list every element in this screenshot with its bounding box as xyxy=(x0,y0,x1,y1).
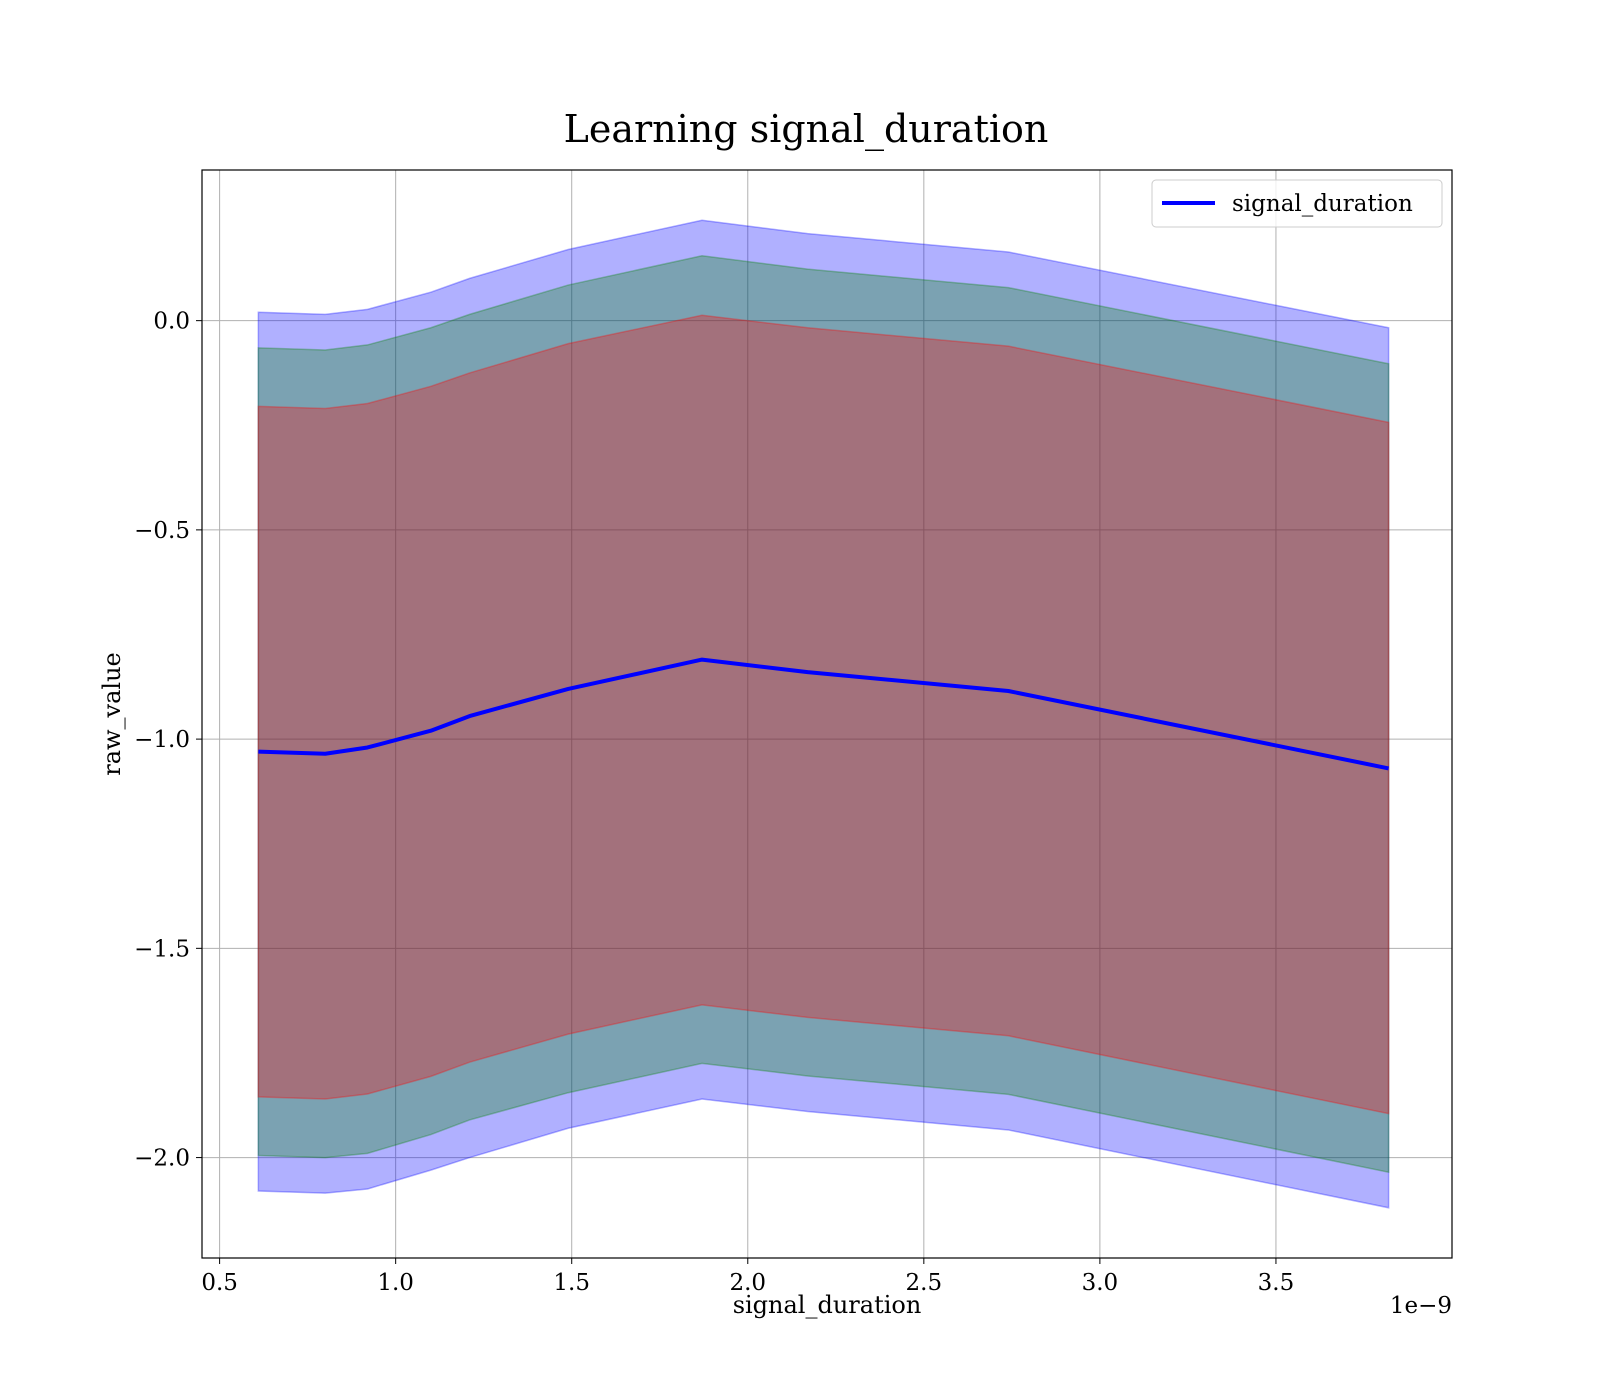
y-tick-label: −1.0 xyxy=(134,727,190,753)
y-tick-label: −2.0 xyxy=(134,1146,190,1172)
x-axis-ticks: 0.5 1.0 1.5 2.0 2.5 3.0 3.5 xyxy=(201,1258,1294,1296)
x-tick-label: 2.0 xyxy=(729,1270,766,1296)
legend: signal_duration xyxy=(1151,179,1443,228)
confidence-band xyxy=(257,219,1390,1209)
series-lines xyxy=(258,657,1390,771)
x-tick-label: 1.5 xyxy=(553,1270,590,1296)
y-axis-ticks: 0.0 −0.5 −1.0 −1.5 −2.0 xyxy=(134,309,202,1172)
chart-title: Learning signal_duration xyxy=(564,107,1049,152)
series-line-signal-duration xyxy=(258,657,1390,771)
legend-entry-signal-duration: signal_duration xyxy=(1232,191,1413,217)
y-tick-label: 0.0 xyxy=(153,309,190,335)
x-tick-label: 2.5 xyxy=(906,1270,943,1296)
confidence-bands xyxy=(257,219,1390,1209)
y-tick-label: −1.5 xyxy=(134,936,190,962)
x-axis-label: signal_duration xyxy=(733,1291,922,1319)
confidence-band xyxy=(257,314,1390,1115)
y-axis-label: raw_value xyxy=(98,652,126,776)
plot-frame xyxy=(201,169,1453,1259)
confidence-band xyxy=(257,255,1390,1174)
x-tick-label: 3.0 xyxy=(1082,1270,1119,1296)
x-tick-label: 0.5 xyxy=(201,1270,238,1296)
x-axis-offset-label: 1e−9 xyxy=(1390,1293,1452,1319)
x-tick-label: 3.5 xyxy=(1258,1270,1295,1296)
x-tick-label: 1.0 xyxy=(377,1270,414,1296)
legend-box xyxy=(1151,179,1443,228)
y-tick-label: −0.5 xyxy=(134,518,190,544)
